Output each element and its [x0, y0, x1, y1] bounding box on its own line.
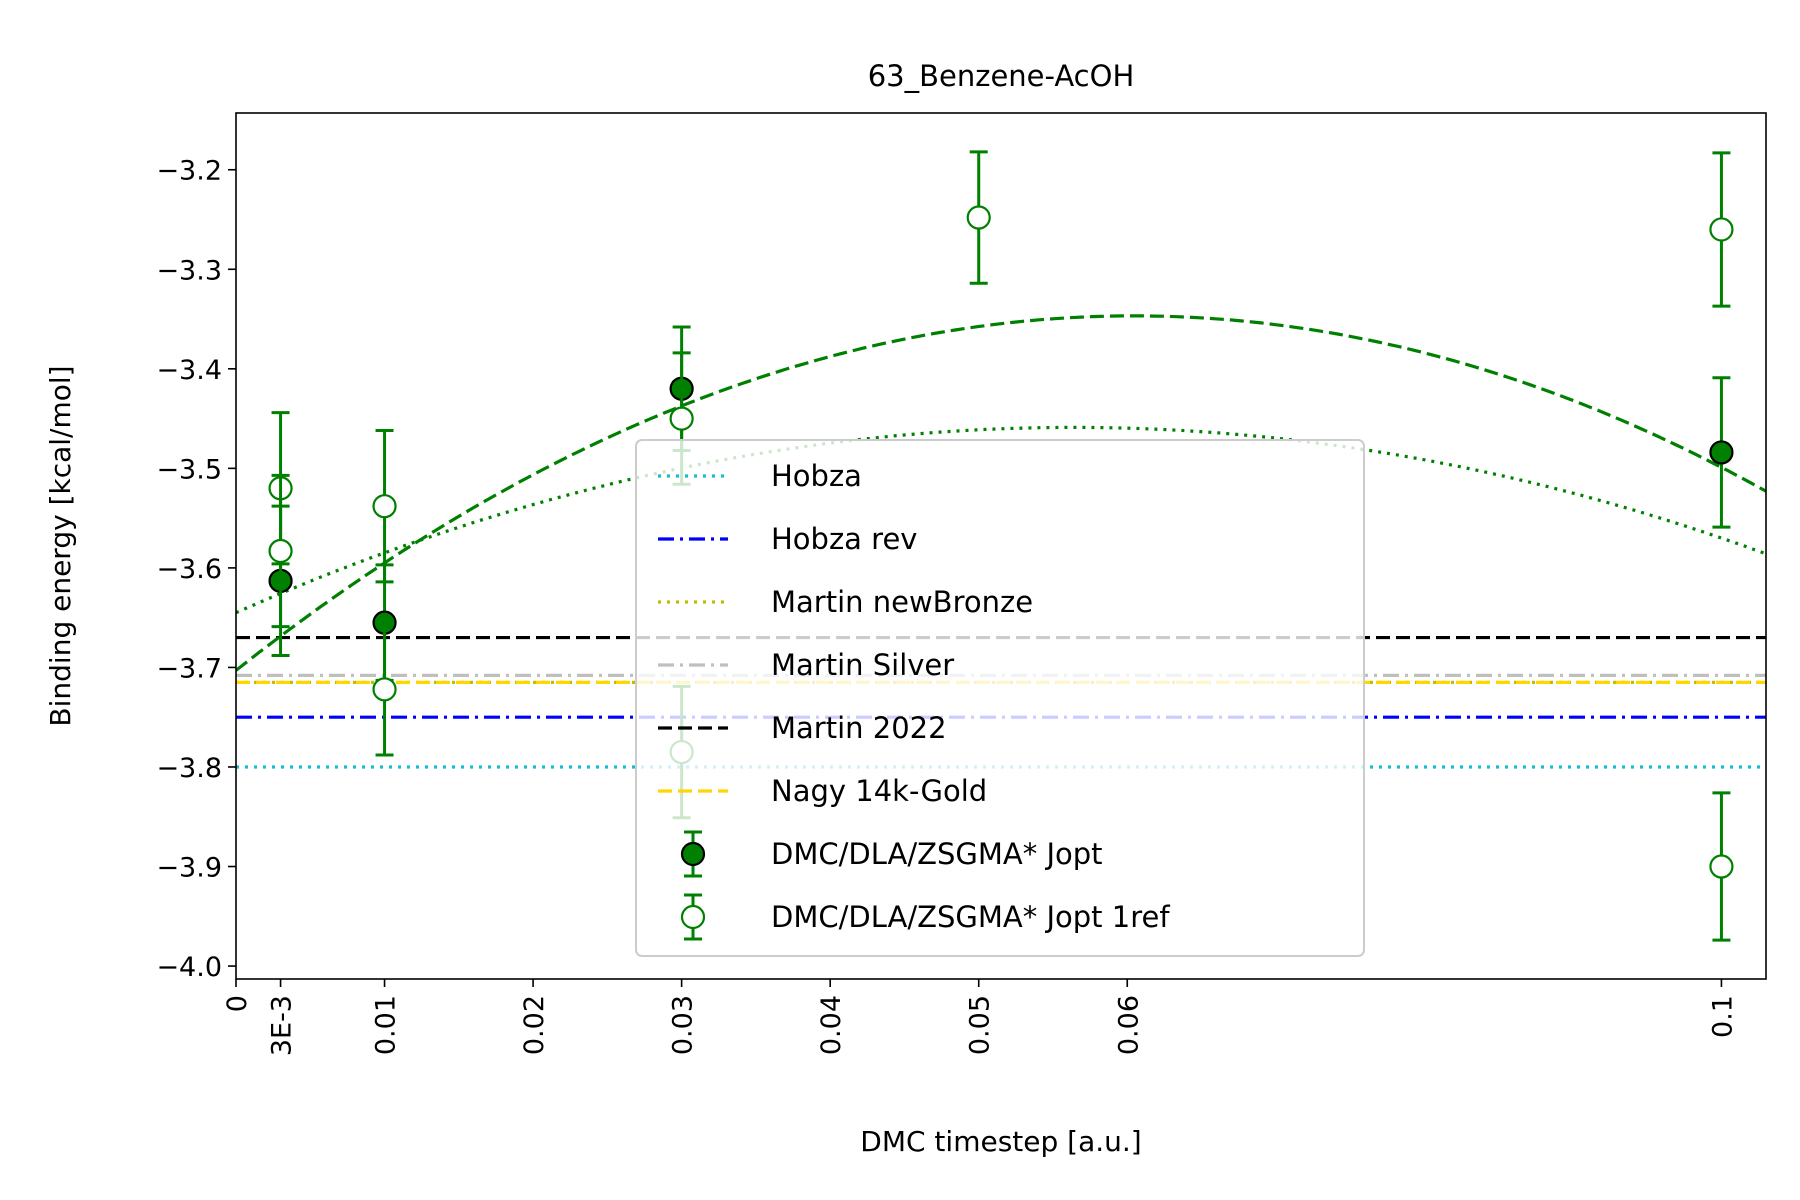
data-point-1-8	[1709, 854, 1734, 879]
y-tick-label-1: −3.3	[156, 255, 222, 286]
chart-title: 63_Benzene-AcOH	[868, 59, 1135, 93]
x-tick-label-0: 0	[222, 995, 253, 1012]
data-point-1-4	[669, 406, 694, 431]
legend: Hobza Hobza rev Martin newBronze Martin Sil…	[635, 439, 1365, 957]
x-tick-label-7: 0.06	[1113, 995, 1144, 1055]
ticks: −3.2 −3.3 −3.4 −3.5 −3.6 −3.7 −3.8 −3.9 −4.00 3E-…	[156, 156, 1738, 1056]
x-tick-label-4: 0.03	[668, 995, 699, 1055]
legend-label-5: Nagy 14k-Gold	[771, 774, 987, 808]
legend-swatch-marker-7	[680, 904, 706, 930]
y-tick-label-0: −3.2	[156, 156, 222, 187]
x-tick-label-2: 0.01	[371, 995, 402, 1055]
legend-swatch-marker-6	[680, 841, 706, 867]
y-tick-label-4: −3.6	[156, 554, 222, 585]
y-tick-label-3: −3.5	[156, 454, 222, 485]
x-tick-label-1: 3E-3	[267, 995, 298, 1056]
legend-box	[635, 439, 1365, 957]
x-tick-label-6: 0.05	[965, 995, 996, 1055]
y-tick-label-2: −3.4	[156, 355, 222, 386]
legend-label-6: DMC/DLA/ZSGMA* Jopt	[771, 837, 1103, 871]
x-axis-label: DMC timestep [a.u.]	[860, 1125, 1141, 1158]
data-point-1-7	[1709, 217, 1734, 242]
data-point-1-6	[966, 205, 991, 230]
legend-label-1: Hobza rev	[771, 522, 917, 556]
x-tick-label-5: 0.04	[816, 995, 847, 1055]
legend-label-7: DMC/DLA/ZSGMA* Jopt 1ref	[771, 900, 1170, 934]
data-point-1-2	[372, 494, 397, 519]
legend-label-2: Martin newBronze	[771, 585, 1033, 619]
data-point-1-1	[268, 538, 293, 564]
y-tick-label-8: −4.0	[156, 952, 222, 983]
y-tick-label-5: −3.7	[156, 653, 222, 684]
legend-label-0: Hobza	[771, 459, 862, 493]
y-axis-label: Binding energy [kcal/mol]	[44, 365, 77, 726]
fit-curve-0	[236, 314, 1766, 672]
data-point-1-3	[372, 677, 397, 702]
axes-frame	[235, 112, 1767, 980]
legend-label-3: Martin Silver	[771, 648, 954, 682]
legend-label-4: Martin 2022	[771, 711, 947, 745]
y-tick-label-7: −3.9	[156, 853, 222, 884]
x-tick-label-3: 0.02	[519, 995, 550, 1055]
data-point-0-3	[1709, 440, 1734, 465]
x-tick-label-8: 0.1	[1707, 995, 1738, 1038]
y-tick-label-6: −3.8	[156, 753, 222, 784]
fit-curve-1	[236, 425, 1766, 615]
